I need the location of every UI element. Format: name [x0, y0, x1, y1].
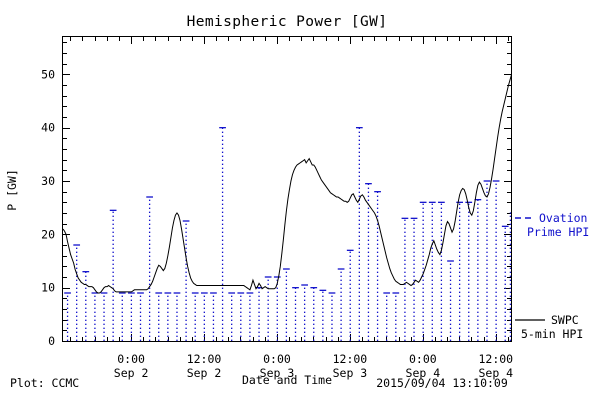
plot-frame [61, 35, 513, 343]
x-axis-label: Date and Time [242, 373, 332, 387]
x-tick-label-date: Sep 3 [333, 366, 368, 380]
y-tick-label: 30 [41, 174, 55, 188]
x-tick-label-time: 12:00 [478, 352, 513, 366]
legend-ovation-prime: Ovation Prime HPI [515, 211, 589, 239]
x-tick-label-time: 0:00 [117, 352, 145, 366]
y-tick-label: 50 [41, 67, 55, 81]
legend-label-swpc-line2: 5-min HPI [521, 327, 583, 341]
legend-label-ovation-line2: Prime HPI [527, 225, 589, 239]
plot-credit: Plot: CCMC [10, 376, 79, 390]
y-tick-label: 40 [41, 121, 55, 135]
series-swpc-5min-hpi [63, 74, 511, 294]
legend-swpc: SWPC 5-min HPI [515, 313, 583, 341]
x-tick-label-time: 0:00 [263, 352, 291, 366]
x-tick-label-date: Sep 2 [187, 366, 222, 380]
y-tick-label: 20 [41, 227, 55, 241]
x-tick-label-date: Sep 4 [478, 366, 513, 380]
x-tick-label-time: 12:00 [333, 352, 368, 366]
series-ovation-prime-hpi [64, 127, 511, 341]
plot-timestamp: 2015/09/04 13:10:09 [376, 376, 508, 390]
x-tick-label-date: Sep 2 [114, 366, 149, 380]
y-tick-label: 10 [41, 281, 55, 295]
x-tick-label-time: 12:00 [187, 352, 222, 366]
y-axis-label: P [GW] [5, 169, 19, 211]
y-tick-label: 0 [48, 334, 55, 348]
legend-label-swpc-line1: SWPC [551, 313, 579, 327]
x-tick-label-date: Sep 4 [406, 366, 441, 380]
y-axis-tick-labels: 0 10 20 30 40 50 [41, 67, 55, 348]
legend-label-ovation-line1: Ovation [539, 211, 587, 225]
x-tick-label-time: 0:00 [409, 352, 437, 366]
x-tick-label-date: Sep 3 [260, 366, 295, 380]
chart-title: Hemispheric Power [GW] [187, 14, 388, 30]
